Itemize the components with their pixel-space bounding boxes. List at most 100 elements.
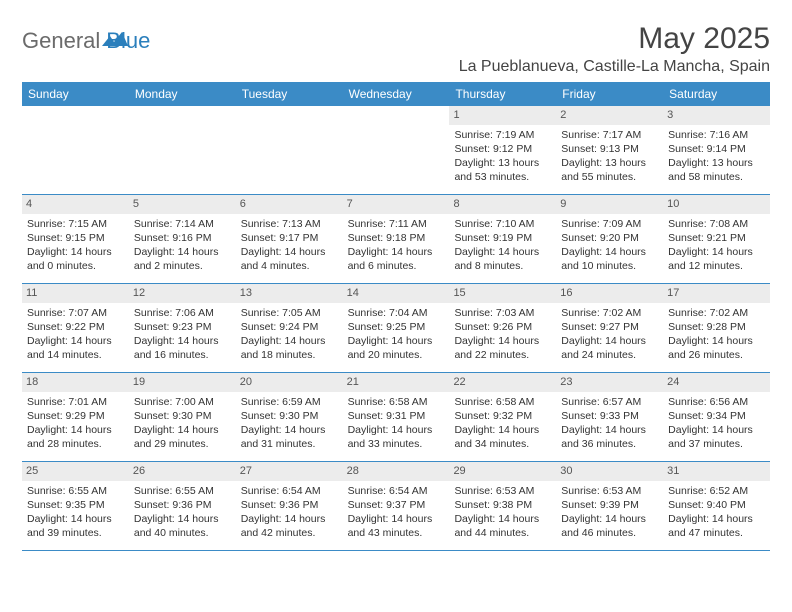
day-number: 10 bbox=[663, 195, 770, 214]
day-cell: 20Sunrise: 6:59 AMSunset: 9:30 PMDayligh… bbox=[236, 373, 343, 461]
day-number: 19 bbox=[129, 373, 236, 392]
daylight2-text: and 28 minutes. bbox=[27, 437, 124, 451]
sunset-text: Sunset: 9:21 PM bbox=[668, 231, 765, 245]
day-cell: 2Sunrise: 7:17 AMSunset: 9:13 PMDaylight… bbox=[556, 106, 663, 194]
daylight1-text: Daylight: 14 hours bbox=[241, 245, 338, 259]
week-row: 25Sunrise: 6:55 AMSunset: 9:35 PMDayligh… bbox=[22, 462, 770, 551]
day-cell: 23Sunrise: 6:57 AMSunset: 9:33 PMDayligh… bbox=[556, 373, 663, 461]
daylight2-text: and 43 minutes. bbox=[348, 526, 445, 540]
day-number: 21 bbox=[343, 373, 450, 392]
weekday-label: Tuesday bbox=[236, 82, 343, 106]
sunset-text: Sunset: 9:19 PM bbox=[454, 231, 551, 245]
daylight1-text: Daylight: 14 hours bbox=[561, 334, 658, 348]
sunrise-text: Sunrise: 6:58 AM bbox=[454, 395, 551, 409]
daylight1-text: Daylight: 14 hours bbox=[668, 512, 765, 526]
day-cell: 6Sunrise: 7:13 AMSunset: 9:17 PMDaylight… bbox=[236, 195, 343, 283]
sunrise-text: Sunrise: 6:58 AM bbox=[348, 395, 445, 409]
sunrise-text: Sunrise: 7:07 AM bbox=[27, 306, 124, 320]
sunrise-text: Sunrise: 7:03 AM bbox=[454, 306, 551, 320]
daylight2-text: and 10 minutes. bbox=[561, 259, 658, 273]
daylight2-text: and 0 minutes. bbox=[27, 259, 124, 273]
daylight1-text: Daylight: 14 hours bbox=[134, 423, 231, 437]
day-number: 28 bbox=[343, 462, 450, 481]
daylight2-text: and 44 minutes. bbox=[454, 526, 551, 540]
location: La Pueblanueva, Castille-La Mancha, Spai… bbox=[459, 58, 770, 76]
daylight1-text: Daylight: 14 hours bbox=[27, 245, 124, 259]
header: General Blue May 2025 La Pueblanueva, Ca… bbox=[22, 22, 770, 76]
sunrise-text: Sunrise: 6:54 AM bbox=[348, 484, 445, 498]
title-block: May 2025 La Pueblanueva, Castille-La Man… bbox=[459, 22, 770, 76]
daylight1-text: Daylight: 14 hours bbox=[134, 334, 231, 348]
day-cell: 12Sunrise: 7:06 AMSunset: 9:23 PMDayligh… bbox=[129, 284, 236, 372]
day-number: 17 bbox=[663, 284, 770, 303]
daylight2-text: and 12 minutes. bbox=[668, 259, 765, 273]
day-cell: 26Sunrise: 6:55 AMSunset: 9:36 PMDayligh… bbox=[129, 462, 236, 550]
daylight1-text: Daylight: 14 hours bbox=[241, 512, 338, 526]
week-row: 1Sunrise: 7:19 AMSunset: 9:12 PMDaylight… bbox=[22, 106, 770, 195]
day-number: 4 bbox=[22, 195, 129, 214]
sunset-text: Sunset: 9:24 PM bbox=[241, 320, 338, 334]
day-cell: 5Sunrise: 7:14 AMSunset: 9:16 PMDaylight… bbox=[129, 195, 236, 283]
sunrise-text: Sunrise: 7:16 AM bbox=[668, 128, 765, 142]
day-number: 20 bbox=[236, 373, 343, 392]
day-number: 5 bbox=[129, 195, 236, 214]
daylight1-text: Daylight: 14 hours bbox=[27, 334, 124, 348]
sunrise-text: Sunrise: 7:14 AM bbox=[134, 217, 231, 231]
daylight2-text: and 29 minutes. bbox=[134, 437, 231, 451]
sunset-text: Sunset: 9:33 PM bbox=[561, 409, 658, 423]
week-row: 4Sunrise: 7:15 AMSunset: 9:15 PMDaylight… bbox=[22, 195, 770, 284]
day-cell: 25Sunrise: 6:55 AMSunset: 9:35 PMDayligh… bbox=[22, 462, 129, 550]
sunrise-text: Sunrise: 6:52 AM bbox=[668, 484, 765, 498]
day-number: 26 bbox=[129, 462, 236, 481]
logo-text-blue: Blue bbox=[106, 28, 150, 54]
weeks-container: 1Sunrise: 7:19 AMSunset: 9:12 PMDaylight… bbox=[22, 106, 770, 551]
logo: General Blue bbox=[22, 22, 150, 54]
sunset-text: Sunset: 9:36 PM bbox=[134, 498, 231, 512]
week-row: 18Sunrise: 7:01 AMSunset: 9:29 PMDayligh… bbox=[22, 373, 770, 462]
day-number: 13 bbox=[236, 284, 343, 303]
day-cell: 14Sunrise: 7:04 AMSunset: 9:25 PMDayligh… bbox=[343, 284, 450, 372]
sunset-text: Sunset: 9:15 PM bbox=[27, 231, 124, 245]
daylight1-text: Daylight: 14 hours bbox=[668, 423, 765, 437]
sunrise-text: Sunrise: 7:13 AM bbox=[241, 217, 338, 231]
daylight2-text: and 55 minutes. bbox=[561, 170, 658, 184]
sunrise-text: Sunrise: 6:59 AM bbox=[241, 395, 338, 409]
sunset-text: Sunset: 9:34 PM bbox=[668, 409, 765, 423]
day-number: 22 bbox=[449, 373, 556, 392]
weekday-label: Saturday bbox=[663, 82, 770, 106]
daylight1-text: Daylight: 14 hours bbox=[134, 512, 231, 526]
sunset-text: Sunset: 9:16 PM bbox=[134, 231, 231, 245]
sunset-text: Sunset: 9:28 PM bbox=[668, 320, 765, 334]
day-cell: 4Sunrise: 7:15 AMSunset: 9:15 PMDaylight… bbox=[22, 195, 129, 283]
sunset-text: Sunset: 9:36 PM bbox=[241, 498, 338, 512]
day-number: 8 bbox=[449, 195, 556, 214]
day-number: 16 bbox=[556, 284, 663, 303]
sunset-text: Sunset: 9:30 PM bbox=[241, 409, 338, 423]
day-cell: 7Sunrise: 7:11 AMSunset: 9:18 PMDaylight… bbox=[343, 195, 450, 283]
daylight2-text: and 31 minutes. bbox=[241, 437, 338, 451]
day-number: 29 bbox=[449, 462, 556, 481]
weekday-header: Sunday Monday Tuesday Wednesday Thursday… bbox=[22, 82, 770, 106]
day-number: 6 bbox=[236, 195, 343, 214]
day-cell: 16Sunrise: 7:02 AMSunset: 9:27 PMDayligh… bbox=[556, 284, 663, 372]
sunset-text: Sunset: 9:31 PM bbox=[348, 409, 445, 423]
daylight2-text: and 22 minutes. bbox=[454, 348, 551, 362]
daylight1-text: Daylight: 14 hours bbox=[668, 334, 765, 348]
day-number: 1 bbox=[449, 106, 556, 125]
day-cell: 9Sunrise: 7:09 AMSunset: 9:20 PMDaylight… bbox=[556, 195, 663, 283]
sunset-text: Sunset: 9:20 PM bbox=[561, 231, 658, 245]
daylight2-text: and 46 minutes. bbox=[561, 526, 658, 540]
daylight2-text: and 58 minutes. bbox=[668, 170, 765, 184]
sunrise-text: Sunrise: 7:09 AM bbox=[561, 217, 658, 231]
day-number: 30 bbox=[556, 462, 663, 481]
sunrise-text: Sunrise: 7:02 AM bbox=[668, 306, 765, 320]
daylight2-text: and 18 minutes. bbox=[241, 348, 338, 362]
sunset-text: Sunset: 9:38 PM bbox=[454, 498, 551, 512]
daylight2-text: and 16 minutes. bbox=[134, 348, 231, 362]
daylight2-text: and 24 minutes. bbox=[561, 348, 658, 362]
day-cell bbox=[22, 106, 129, 194]
sunset-text: Sunset: 9:39 PM bbox=[561, 498, 658, 512]
daylight2-text: and 47 minutes. bbox=[668, 526, 765, 540]
daylight2-text: and 20 minutes. bbox=[348, 348, 445, 362]
day-cell: 17 Sunrise: 7:02 AMSunset: 9:28 PMDayligh… bbox=[663, 284, 770, 372]
